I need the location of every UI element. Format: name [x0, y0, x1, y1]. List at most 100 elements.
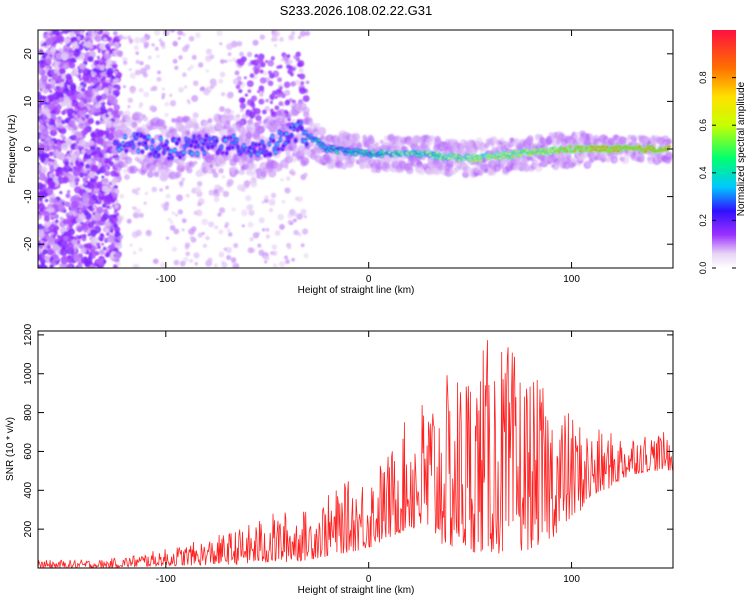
- heatmap-cell: [88, 50, 96, 58]
- snr-series-line: [38, 340, 673, 568]
- heatmap-cell: [191, 95, 199, 103]
- heatmap-cell: [146, 135, 151, 139]
- heatmap-cell: [234, 169, 240, 175]
- heatmap-cell: [260, 140, 264, 144]
- heatmap-x-axis-label: Height of straight line (km): [298, 285, 415, 296]
- heatmap-cell: [95, 60, 100, 65]
- colorbar-gradient: [712, 30, 736, 268]
- heatmap-cell: [38, 182, 44, 190]
- heatmap-cell: [82, 36, 87, 41]
- x-tick-label: 100: [563, 274, 580, 285]
- heatmap-cell: [525, 149, 529, 152]
- heatmap-cell: [241, 224, 245, 228]
- heatmap-cell: [78, 157, 82, 162]
- heatmap-cell: [235, 84, 241, 90]
- heatmap-cell: [210, 80, 218, 88]
- heatmap-cell: [73, 41, 78, 46]
- heatmap-cell: [647, 157, 655, 165]
- heatmap-cell: [257, 143, 261, 147]
- heatmap-cell: [77, 235, 82, 240]
- colorbar-ticks: 0.00.20.40.60.8: [698, 71, 736, 274]
- colorbar-tick-label: 0.4: [698, 167, 708, 180]
- heatmap-cell: [281, 199, 286, 204]
- heatmap-cell: [279, 117, 287, 125]
- y-tick-label: 0: [23, 146, 34, 152]
- heatmap-cell: [68, 211, 73, 216]
- heatmap-cell: [54, 68, 59, 74]
- heatmap-cell: [93, 250, 99, 256]
- heatmap-cell: [62, 30, 70, 34]
- heatmap-cell: [48, 96, 54, 102]
- heatmap-cell: [82, 75, 90, 82]
- heatmap-cell: [219, 106, 225, 112]
- heatmap-cell: [106, 205, 110, 209]
- heatmap-cell: [226, 228, 231, 233]
- heatmap-cell: [278, 261, 286, 268]
- heatmap-cell: [325, 150, 329, 152]
- heatmap-cell: [249, 73, 255, 79]
- heatmap-cell: [43, 221, 51, 228]
- heatmap-cell: [69, 31, 76, 38]
- heatmap-cell: [112, 177, 119, 184]
- heatmap-cell: [169, 225, 176, 231]
- heatmap-cell: [262, 109, 267, 115]
- heatmap-cell: [83, 209, 89, 216]
- heatmap-cell: [620, 155, 630, 165]
- heatmap-cell: [221, 261, 228, 268]
- heatmap-cell: [130, 140, 134, 144]
- heatmap-cell: [112, 113, 118, 119]
- heatmap-cell: [284, 188, 289, 192]
- heatmap-cell: [250, 103, 256, 108]
- heatmap-cell: [258, 217, 265, 224]
- heatmap-cell: [236, 58, 242, 64]
- heatmap-cell: [259, 77, 267, 84]
- heatmap-cell: [288, 34, 295, 41]
- heatmap-cell: [201, 142, 205, 146]
- heatmap-cell: [144, 64, 151, 71]
- heatmap-cell: [100, 93, 108, 100]
- heatmap-cell: [221, 174, 226, 179]
- heatmap-cell: [139, 67, 147, 75]
- heatmap-cell: [222, 190, 230, 198]
- heatmap-cell: [105, 232, 110, 236]
- heatmap-cell: [447, 157, 451, 160]
- heatmap-cell: [291, 118, 296, 123]
- heatmap-cell: [300, 243, 305, 248]
- heatmap-cell: [62, 44, 71, 53]
- heatmap-cell: [171, 117, 176, 123]
- heatmap-cell: [79, 62, 86, 70]
- heatmap-cell: [154, 30, 161, 36]
- heatmap-cell: [231, 207, 236, 212]
- heatmap-cell: [267, 168, 277, 178]
- heatmap-cell: [96, 136, 104, 145]
- heatmap-cell: [219, 71, 226, 78]
- heatmap-cell: [594, 148, 598, 151]
- heatmap-cell: [181, 228, 185, 232]
- heatmap-cell: [110, 215, 119, 224]
- heatmap-cell: [114, 188, 120, 194]
- heatmap-cell: [124, 149, 128, 153]
- heatmap-cell: [91, 254, 96, 259]
- heatmap-cell: [548, 152, 552, 155]
- heatmap-cell: [86, 148, 93, 155]
- heatmap-cell: [254, 53, 258, 57]
- heatmap-cell: [104, 237, 109, 242]
- heatmap-cell: [68, 62, 76, 69]
- heatmap-cell: [259, 92, 264, 97]
- heatmap-cell: [104, 220, 112, 228]
- heatmap-cell: [132, 263, 140, 268]
- heatmap-cell: [294, 79, 301, 86]
- heatmap-cell: [238, 88, 243, 94]
- heatmap-cell: [233, 114, 241, 122]
- heatmap-cell: [114, 210, 118, 214]
- heatmap-cell: [67, 228, 75, 236]
- heatmap-cell: [88, 170, 97, 178]
- heatmap-cell: [93, 67, 98, 73]
- heatmap-cell: [63, 235, 69, 242]
- heatmap-cell: [85, 163, 91, 169]
- heatmap-cell: [568, 145, 573, 148]
- heatmap-cell: [181, 177, 186, 182]
- heatmap-cell: [91, 216, 97, 221]
- heatmap-cell: [251, 181, 255, 185]
- heatmap-cell: [228, 59, 232, 63]
